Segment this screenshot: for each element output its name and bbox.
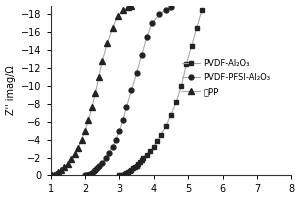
PVDF-Al₂O₃ (200, 9, 204, 11)
统PP (100, 60, 104, 62)
PVDF-PFSI-Al₂O₃ (135, 71, 138, 74)
PVDF-PFSI-Al₂O₃ (88, 172, 92, 175)
统PP (73, 153, 76, 155)
PVDF-PFSI-Al₂O₃ (111, 146, 114, 148)
统PP (76, 147, 80, 149)
PVDF-Al₂O₃ (131, 167, 135, 169)
统PP (106, 42, 109, 44)
统PP (116, 15, 119, 17)
PVDF-PFSI-Al₂O₃ (90, 172, 94, 174)
PVDF-PFSI-Al₂O₃ (97, 165, 101, 168)
PVDF-PFSI-Al₂O₃ (169, 6, 173, 9)
统PP (51, 174, 54, 176)
PVDF-Al₂O₃ (142, 157, 145, 159)
PVDF-PFSI-Al₂O₃ (104, 157, 107, 160)
PVDF-Al₂O₃ (195, 27, 199, 29)
PVDF-Al₂O₃ (152, 146, 156, 148)
PVDF-PFSI-Al₂O₃ (83, 174, 87, 177)
统PP (52, 173, 56, 176)
统PP (66, 163, 70, 165)
统PP (70, 158, 73, 161)
PVDF-Al₂O₃ (164, 125, 168, 127)
Y-axis label: Z'' imag/Ω: Z'' imag/Ω (6, 66, 16, 115)
统PP (49, 174, 52, 177)
统PP (97, 76, 101, 78)
统PP (80, 138, 83, 141)
统PP (56, 171, 59, 173)
PVDF-Al₂O₃ (169, 113, 173, 116)
统PP (83, 130, 87, 132)
PVDF-Al₂O₃ (148, 150, 152, 152)
Line: 统PP: 统PP (48, 3, 134, 178)
Line: PVDF-Al₂O₃: PVDF-Al₂O₃ (117, 8, 204, 178)
统PP (121, 9, 125, 11)
PVDF-Al₂O₃ (130, 168, 133, 171)
统PP (87, 119, 90, 121)
PVDF-Al₂O₃ (138, 161, 142, 163)
PVDF-Al₂O₃ (136, 163, 140, 165)
PVDF-Al₂O₃ (133, 166, 137, 168)
PVDF-PFSI-Al₂O₃ (121, 119, 125, 121)
Legend: PVDF-Al₂O₃, PVDF-PFSI-Al₂O₃, 统PP: PVDF-Al₂O₃, PVDF-PFSI-Al₂O₃, 统PP (180, 57, 272, 98)
PVDF-PFSI-Al₂O₃ (140, 54, 144, 56)
PVDF-PFSI-Al₂O₃ (92, 170, 95, 173)
PVDF-Al₂O₃ (124, 172, 128, 174)
PVDF-PFSI-Al₂O₃ (124, 106, 128, 109)
PVDF-Al₂O₃ (118, 174, 121, 177)
PVDF-PFSI-Al₂O₃ (118, 130, 121, 132)
PVDF-PFSI-Al₂O₃ (107, 152, 111, 154)
PVDF-Al₂O₃ (123, 172, 126, 175)
统PP (126, 6, 130, 9)
统PP (90, 106, 94, 109)
PVDF-Al₂O₃ (185, 62, 188, 65)
PVDF-Al₂O₃ (121, 173, 125, 176)
PVDF-Al₂O₃ (145, 154, 149, 156)
PVDF-PFSI-Al₂O₃ (164, 9, 168, 11)
统PP (54, 172, 58, 175)
PVDF-PFSI-Al₂O₃ (100, 162, 104, 164)
统PP (63, 166, 66, 169)
PVDF-Al₂O₃ (179, 85, 183, 87)
统PP (59, 169, 63, 171)
PVDF-Al₂O₃ (155, 140, 159, 143)
PVDF-PFSI-Al₂O₃ (95, 167, 99, 169)
统PP (111, 27, 114, 29)
Line: PVDF-PFSI-Al₂O₃: PVDF-PFSI-Al₂O₃ (82, 5, 173, 178)
PVDF-Al₂O₃ (159, 134, 163, 136)
PVDF-Al₂O₃ (126, 171, 130, 173)
统PP (94, 92, 97, 94)
PVDF-Al₂O₃ (190, 45, 194, 47)
PVDF-PFSI-Al₂O₃ (145, 36, 149, 38)
PVDF-PFSI-Al₂O₃ (150, 22, 154, 25)
PVDF-PFSI-Al₂O₃ (157, 13, 161, 16)
PVDF-PFSI-Al₂O₃ (87, 173, 90, 176)
PVDF-Al₂O₃ (119, 174, 123, 176)
PVDF-Al₂O₃ (140, 159, 144, 161)
PVDF-PFSI-Al₂O₃ (114, 138, 118, 141)
PVDF-PFSI-Al₂O₃ (130, 89, 133, 92)
统PP (130, 4, 133, 7)
PVDF-Al₂O₃ (174, 101, 178, 103)
PVDF-Al₂O₃ (135, 164, 138, 167)
PVDF-PFSI-Al₂O₃ (85, 174, 88, 176)
PVDF-PFSI-Al₂O₃ (94, 169, 97, 171)
PVDF-Al₂O₃ (128, 170, 131, 172)
